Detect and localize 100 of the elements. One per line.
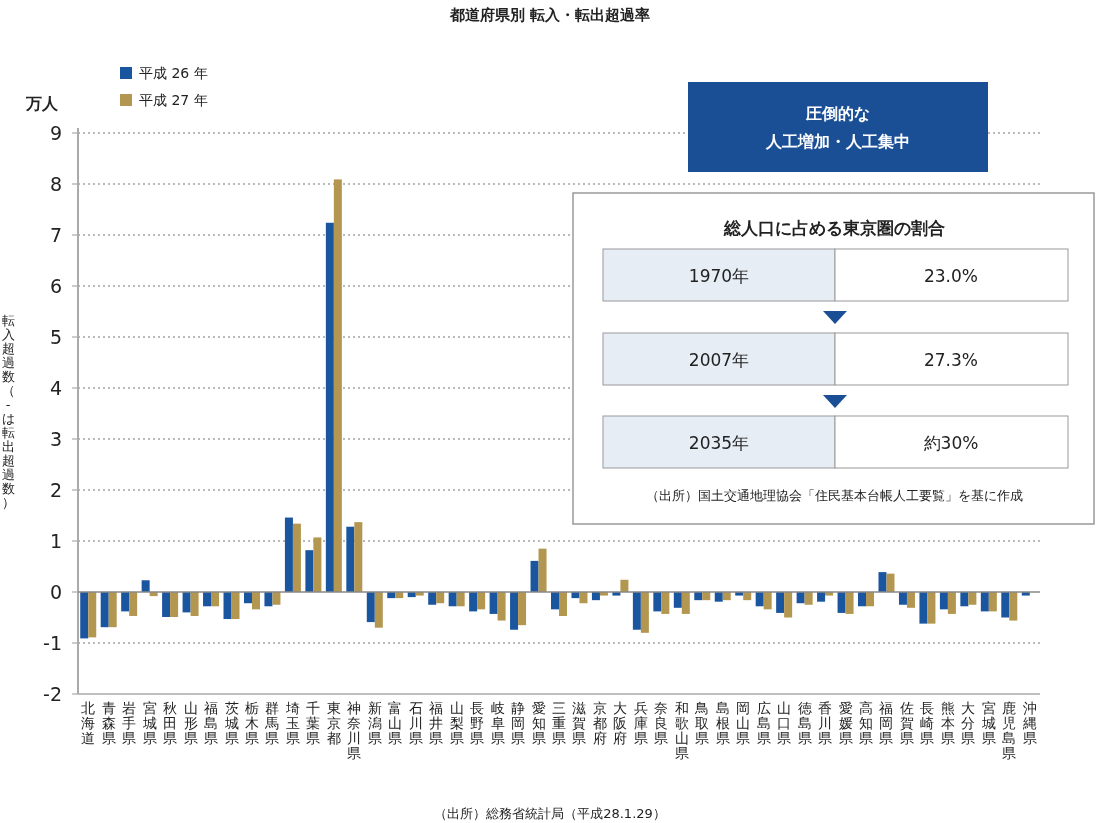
bar xyxy=(960,592,969,607)
x-tick-label: 群馬県 xyxy=(264,700,280,746)
bar xyxy=(346,526,355,592)
x-tick-label: 徳島県 xyxy=(797,700,812,746)
x-tick-label: 和歌山県 xyxy=(674,700,689,761)
x-tick-label: 熊本県 xyxy=(940,700,955,746)
x-tick-label: 兵庫県 xyxy=(633,700,648,746)
bar xyxy=(88,592,97,638)
x-tick-label: 茨城県 xyxy=(223,700,239,746)
bar xyxy=(763,592,772,610)
bar xyxy=(1009,592,1018,621)
bar xyxy=(898,592,907,605)
bar xyxy=(272,592,281,605)
bar xyxy=(190,592,199,616)
x-tick-label: 長崎県 xyxy=(920,700,935,746)
bar xyxy=(489,592,498,614)
x-tick-label: 山形県 xyxy=(183,700,198,746)
bar xyxy=(333,179,342,592)
x-tick-label: 福島県 xyxy=(204,700,219,746)
text: 23.0% xyxy=(923,266,979,286)
bar xyxy=(559,592,567,616)
bar xyxy=(231,592,240,620)
x-tick-label: 宮城県 xyxy=(980,700,996,746)
x-tick-label: 広島県 xyxy=(756,700,771,746)
y-tick-label: 7 xyxy=(49,224,62,246)
bar xyxy=(313,537,322,592)
x-tick-label: 富山県 xyxy=(388,700,403,746)
x-tick-label: 栃木県 xyxy=(244,700,259,746)
bar xyxy=(203,592,212,607)
bar xyxy=(428,592,437,605)
y-tick-label: 6 xyxy=(49,275,62,297)
x-tick-label: 千葉県 xyxy=(306,700,321,746)
bar xyxy=(456,592,465,607)
x-tick-label: 神奈川県 xyxy=(347,700,362,761)
text: 万人 xyxy=(25,94,59,113)
x-tick-label: 福井県 xyxy=(429,700,444,746)
legend-label: 平成 26 年 xyxy=(139,65,208,81)
bar xyxy=(530,560,539,592)
bar xyxy=(858,592,867,607)
bar xyxy=(804,592,813,605)
y-tick-label: 1 xyxy=(49,530,62,552)
y-tick-label: 2 xyxy=(49,479,62,501)
bar xyxy=(141,580,150,592)
x-tick-label: 静岡県 xyxy=(511,700,526,746)
x-tick-label: 三重県 xyxy=(552,700,566,746)
x-tick-label: 長野県 xyxy=(470,700,485,746)
y-tick-label: 3 xyxy=(49,428,62,450)
bar xyxy=(108,592,117,628)
bar xyxy=(673,592,682,608)
x-tick-label: 北海道 xyxy=(81,700,96,746)
text: 圧倒的な xyxy=(805,104,870,123)
x-tick-label: 沖縄県 xyxy=(1021,700,1037,746)
bar xyxy=(817,592,826,602)
bar xyxy=(640,592,649,633)
text: （出所）総務省統計局（平成28.1.29） xyxy=(434,806,666,821)
category-label: 2035年 xyxy=(688,433,750,453)
bar xyxy=(374,592,383,628)
bar xyxy=(354,522,363,592)
bar xyxy=(251,592,260,610)
text: 総人口に占める東京圏の割合 xyxy=(722,218,945,238)
bar xyxy=(469,592,478,612)
bar xyxy=(878,572,887,592)
bar xyxy=(620,579,629,592)
bar xyxy=(129,592,138,616)
bar xyxy=(477,592,486,610)
x-tick-label: 青森県 xyxy=(101,700,116,746)
x-tick-label: 山梨県 xyxy=(449,700,464,746)
y-tick-label: 0 xyxy=(49,581,62,603)
x-tick-label: 東京都 xyxy=(326,700,341,746)
x-tick-label: 愛媛県 xyxy=(838,700,853,746)
x-tick-label: 香川県 xyxy=(818,700,833,746)
y-tick-label: 9 xyxy=(49,122,62,144)
bar xyxy=(927,592,936,624)
x-tick-label: 鹿児島県 xyxy=(1002,700,1017,761)
x-tick-label: 大分県 xyxy=(961,700,976,746)
bar xyxy=(284,517,293,592)
bar xyxy=(906,592,915,608)
annotation: （出所）国土交通地理協会「住民基本台帳人工要覧」を基に作成 xyxy=(645,488,1023,503)
bar xyxy=(755,592,764,607)
bar xyxy=(325,222,334,592)
bar xyxy=(292,523,301,592)
y-tick-label: 5 xyxy=(49,326,62,348)
bar xyxy=(845,592,854,614)
bar xyxy=(837,592,846,613)
category-label: 1970年 xyxy=(688,266,750,286)
bar xyxy=(80,592,89,639)
x-tick-label: 京都府 xyxy=(592,700,607,746)
bar xyxy=(518,592,527,626)
bar xyxy=(886,573,895,592)
bar xyxy=(661,592,670,614)
bar xyxy=(988,592,997,612)
x-tick-label: 島根県 xyxy=(715,700,730,746)
bar xyxy=(100,592,109,628)
bar xyxy=(681,592,690,614)
bar xyxy=(947,592,956,614)
x-tick-label: 岡山県 xyxy=(736,700,751,746)
bar xyxy=(510,592,519,630)
bar xyxy=(919,592,928,624)
x-tick-label: 山口県 xyxy=(777,700,792,746)
bar xyxy=(653,592,662,612)
